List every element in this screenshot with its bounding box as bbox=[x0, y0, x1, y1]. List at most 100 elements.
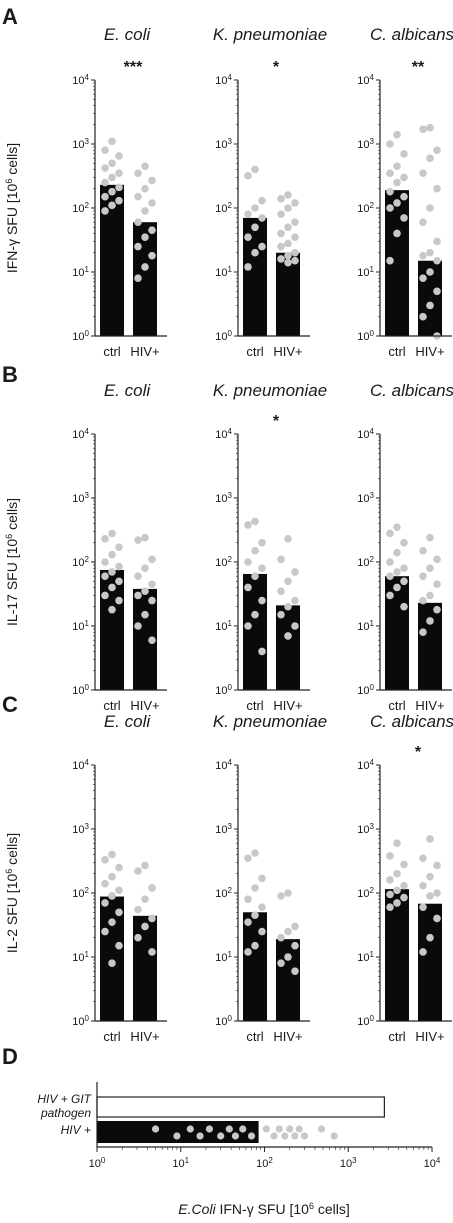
data-point bbox=[258, 927, 266, 936]
data-point bbox=[277, 210, 285, 219]
data-point bbox=[231, 1132, 240, 1140]
subplot-A-1: E. coli *** 100 101 102 103 104 ctrl HIV+ bbox=[72, 25, 167, 359]
y-tick-label: 103 bbox=[357, 491, 374, 506]
data-point bbox=[393, 523, 401, 531]
significance-marker: *** bbox=[124, 59, 143, 76]
data-point bbox=[275, 1125, 283, 1133]
data-point bbox=[251, 849, 259, 857]
data-point bbox=[433, 861, 441, 870]
data-point bbox=[400, 192, 408, 201]
subplot-C-1: E. coli 100 101 102 103 104 ctrl HIV+ bbox=[72, 712, 167, 1044]
row-label-2: pathogen bbox=[40, 1106, 91, 1120]
data-point bbox=[148, 555, 156, 564]
y-tick-label: 101 bbox=[357, 265, 374, 280]
data-point bbox=[433, 184, 441, 193]
y-tick-label: 101 bbox=[357, 950, 374, 965]
data-point bbox=[141, 533, 149, 542]
bar-HIV+ bbox=[276, 252, 300, 336]
data-point bbox=[108, 173, 116, 182]
y-tick-label: 102 bbox=[72, 886, 89, 901]
data-point bbox=[258, 874, 266, 883]
data-point bbox=[386, 572, 394, 580]
y-tick-label: 100 bbox=[72, 683, 89, 698]
subplot-C-2: K. pneumoniae 100 101 102 103 104 ctrl HIV+ bbox=[213, 712, 327, 1044]
data-point bbox=[400, 173, 408, 182]
data-point bbox=[419, 251, 427, 260]
data-point bbox=[134, 572, 142, 580]
data-point bbox=[148, 948, 156, 956]
data-point bbox=[141, 233, 149, 241]
data-point bbox=[277, 555, 285, 564]
y-tick-label: 102 bbox=[215, 886, 232, 901]
data-point bbox=[284, 535, 292, 543]
category-label: ctrl bbox=[388, 1029, 405, 1044]
y-tick-label: 102 bbox=[357, 201, 374, 216]
data-point bbox=[330, 1132, 338, 1140]
y-tick-label: 100 bbox=[357, 683, 374, 698]
y-tick-label: 103 bbox=[357, 137, 374, 152]
category-label: HIV+ bbox=[273, 698, 302, 713]
data-point bbox=[251, 572, 259, 580]
category-label: ctrl bbox=[388, 344, 405, 359]
data-point bbox=[270, 1132, 278, 1140]
data-point bbox=[284, 632, 292, 640]
data-point bbox=[284, 239, 292, 248]
data-point bbox=[101, 535, 109, 543]
y-tick-label: 101 bbox=[215, 619, 232, 634]
data-point bbox=[141, 184, 149, 193]
y-tick-label: 103 bbox=[72, 137, 89, 152]
data-point bbox=[393, 583, 401, 592]
data-point bbox=[115, 596, 123, 605]
data-point bbox=[258, 647, 266, 656]
data-point bbox=[244, 895, 252, 904]
category-label: HIV+ bbox=[130, 698, 159, 713]
data-point bbox=[108, 550, 116, 559]
data-point bbox=[400, 860, 408, 869]
data-point bbox=[134, 242, 142, 251]
data-point bbox=[251, 517, 259, 526]
significance-marker: * bbox=[273, 59, 280, 76]
data-point bbox=[148, 596, 156, 605]
data-point bbox=[291, 967, 299, 975]
data-point bbox=[426, 564, 434, 573]
y-tick-label: 101 bbox=[357, 619, 374, 634]
data-point bbox=[291, 218, 299, 226]
data-point bbox=[251, 546, 259, 555]
subplot-A-2: K. pneumoniae * 100 101 102 103 104 ctrl HIV+ bbox=[213, 25, 327, 359]
data-point bbox=[251, 911, 259, 919]
data-point bbox=[108, 918, 116, 926]
data-point bbox=[393, 162, 401, 170]
y-tick-label: 104 bbox=[72, 758, 89, 773]
data-point bbox=[108, 850, 116, 859]
panel-label-B: B bbox=[2, 362, 18, 387]
data-point bbox=[148, 199, 156, 207]
y-tick-label: 103 bbox=[72, 491, 89, 506]
data-point bbox=[426, 591, 434, 600]
x-tick-label: 102 bbox=[256, 1156, 273, 1171]
data-point bbox=[400, 564, 408, 573]
data-point bbox=[115, 886, 123, 895]
y-tick-label: 104 bbox=[72, 427, 89, 442]
category-label: ctrl bbox=[246, 344, 263, 359]
data-point bbox=[419, 948, 427, 956]
y-tick-label: 104 bbox=[357, 73, 374, 88]
data-point bbox=[173, 1132, 181, 1140]
data-point bbox=[286, 1125, 294, 1133]
category-label: HIV+ bbox=[415, 1029, 444, 1044]
data-point bbox=[393, 568, 401, 576]
data-point bbox=[393, 229, 401, 238]
data-point bbox=[284, 191, 292, 199]
data-point bbox=[244, 263, 252, 271]
data-point bbox=[251, 941, 259, 950]
category-label: ctrl bbox=[103, 344, 120, 359]
data-point bbox=[393, 548, 401, 557]
data-point bbox=[291, 256, 299, 265]
data-point bbox=[291, 596, 299, 605]
category-label: HIV+ bbox=[273, 344, 302, 359]
data-point bbox=[426, 268, 434, 276]
data-point bbox=[386, 890, 394, 899]
category-label: HIV+ bbox=[415, 344, 444, 359]
subplot-title: E. coli bbox=[104, 381, 152, 400]
subplot-title: E. coli bbox=[104, 712, 152, 731]
data-point bbox=[115, 196, 123, 205]
